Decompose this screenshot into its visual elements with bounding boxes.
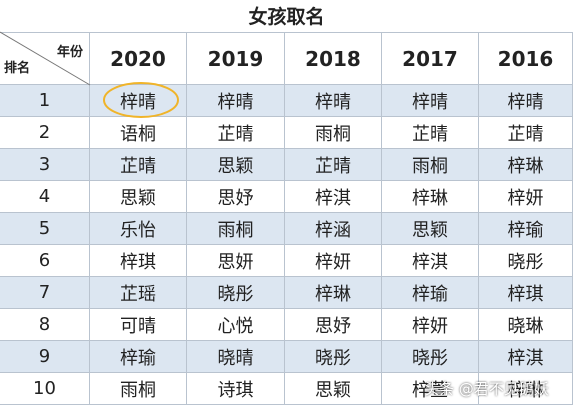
column-header: 2016 <box>479 32 573 85</box>
name-cell: 雨桐 <box>90 373 187 405</box>
name-cell: 梓琳 <box>479 373 573 405</box>
rank-cell: 9 <box>0 341 90 373</box>
name-cell: 思颖 <box>382 213 479 245</box>
name-cell: 梓晴 <box>187 85 285 117</box>
name-cell: 梓淇 <box>285 181 382 213</box>
name-cell: 梓妍 <box>382 309 479 341</box>
name-cell: 芷晴 <box>187 117 285 149</box>
name-cell: 思颖 <box>187 149 285 181</box>
name-cell: 晓彤 <box>187 277 285 309</box>
name-cell: 梓涵 <box>285 213 382 245</box>
rank-cell: 6 <box>0 245 90 277</box>
column-header: 2018 <box>285 32 382 85</box>
name-cell: 梓瑜 <box>382 277 479 309</box>
name-cell: 晓晴 <box>187 341 285 373</box>
name-cell: 晓琳 <box>479 309 573 341</box>
name-cell: 梓琳 <box>479 149 573 181</box>
rank-cell: 1 <box>0 85 90 117</box>
name-cell: 梓晴 <box>479 85 573 117</box>
name-cell: 芷瑶 <box>90 277 187 309</box>
name-cell: 梓萱 <box>382 373 479 405</box>
name-cell: 芷晴 <box>285 149 382 181</box>
name-cell: 芷晴 <box>479 117 573 149</box>
name-cell: 梓琪 <box>90 245 187 277</box>
name-cell: 可晴 <box>90 309 187 341</box>
name-cell: 雨桐 <box>285 117 382 149</box>
name-cell: 芷晴 <box>382 117 479 149</box>
rank-cell: 5 <box>0 213 90 245</box>
column-header: 2017 <box>382 32 479 85</box>
name-cell: 晓彤 <box>479 245 573 277</box>
rank-cell: 2 <box>0 117 90 149</box>
name-cell: 雨桐 <box>382 149 479 181</box>
name-cell: 语桐 <box>90 117 187 149</box>
column-header: 2020 <box>90 32 187 85</box>
watermark: 头条 @君不见鹅妖 <box>424 380 549 398</box>
name-cell: 芷晴 <box>90 149 187 181</box>
name-cell: 梓晴 <box>90 85 187 117</box>
rank-cell: 10 <box>0 373 90 405</box>
name-cell: 梓晴 <box>382 85 479 117</box>
name-cell: 梓晴 <box>285 85 382 117</box>
name-cell: 诗琪 <box>187 373 285 405</box>
name-cell: 梓淇 <box>479 341 573 373</box>
name-cell: 晓彤 <box>285 341 382 373</box>
rank-cell: 3 <box>0 149 90 181</box>
name-cell: 梓琳 <box>285 277 382 309</box>
name-cell: 梓淇 <box>382 245 479 277</box>
rank-cell: 7 <box>0 277 90 309</box>
name-cell: 乐怡 <box>90 213 187 245</box>
name-cell: 梓琪 <box>479 277 573 309</box>
table-title: 女孩取名 <box>248 6 325 28</box>
corner-col-label: 年份 <box>56 45 83 60</box>
column-header: 2019 <box>187 32 285 85</box>
name-cell: 思妍 <box>187 245 285 277</box>
name-cell: 雨桐 <box>187 213 285 245</box>
name-cell: 思颖 <box>90 181 187 213</box>
rank-cell: 4 <box>0 181 90 213</box>
name-cell: 梓妍 <box>285 245 382 277</box>
name-cell: 心悦 <box>187 309 285 341</box>
name-cell: 梓瑜 <box>479 213 573 245</box>
name-cell: 晓彤 <box>382 341 479 373</box>
name-cell: 思妤 <box>187 181 285 213</box>
name-cell: 思颖 <box>285 373 382 405</box>
rank-cell: 8 <box>0 309 90 341</box>
name-cell: 梓瑜 <box>90 341 187 373</box>
name-cell: 梓琳 <box>382 181 479 213</box>
corner-cell: 年份排名 <box>0 32 90 85</box>
name-cell: 思妤 <box>285 309 382 341</box>
corner-row-label: 排名 <box>4 61 31 76</box>
name-cell: 梓妍 <box>479 181 573 213</box>
